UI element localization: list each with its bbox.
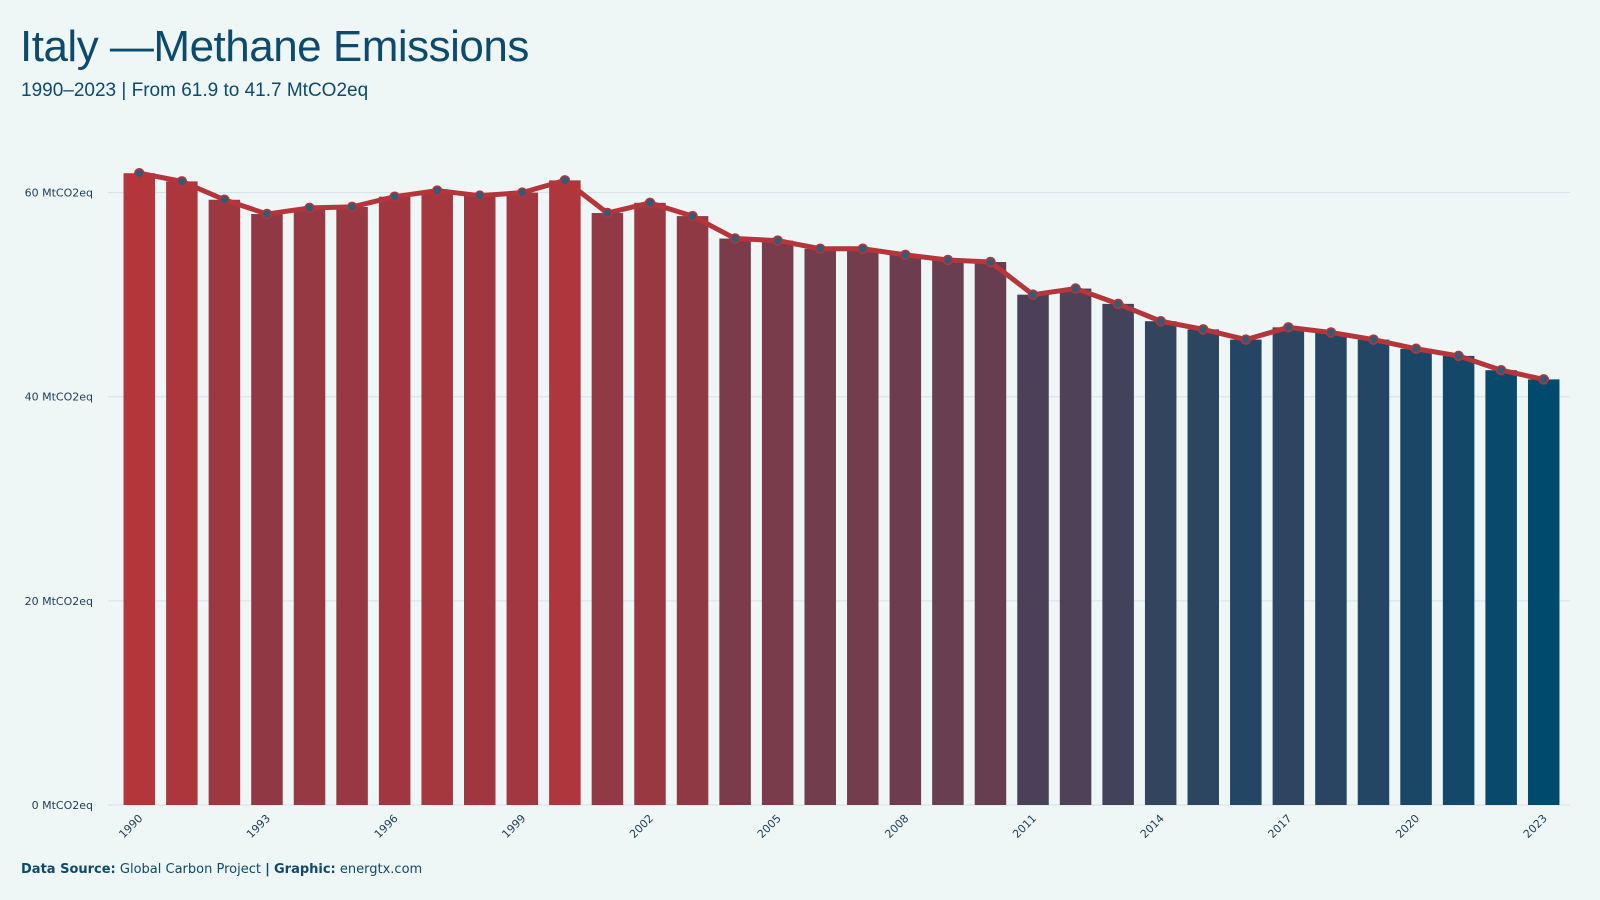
x-tick-label: 2020 [1393, 812, 1422, 841]
y-axis-labels: 0 MtCO2eq 20 MtCO2eq 40 MtCO2eq 60 MtCO2eq [25, 187, 93, 812]
graphic-value: energtx.com [339, 862, 423, 877]
line-marker [474, 190, 485, 201]
line-marker [1070, 283, 1081, 294]
graphic-label: Graphic: [273, 862, 336, 877]
footer-separator: | [265, 862, 270, 877]
x-axis-labels: 1990 1993 1996 1999 2002 2005 2008 2011 2014 2017… [116, 812, 1549, 841]
line-marker [517, 187, 528, 198]
bar [1017, 294, 1049, 805]
line-marker [1453, 350, 1464, 362]
line-marker [814, 243, 826, 255]
line-marker [1155, 315, 1166, 327]
bar [1527, 379, 1560, 805]
line-marker [1410, 343, 1422, 355]
bar [1357, 339, 1390, 805]
line-marker [857, 243, 869, 255]
line-marker [219, 194, 230, 206]
line-marker [1240, 334, 1252, 345]
line-marker [1368, 334, 1379, 345]
bar [549, 180, 581, 805]
bar [464, 195, 496, 805]
source-label: Data Source: [21, 862, 116, 877]
line-marker [942, 254, 954, 266]
bar [1485, 370, 1517, 805]
line-marker [900, 249, 911, 261]
chart-title: Italy —Methane Emissions [20, 22, 529, 71]
x-tick-label: 2005 [755, 812, 784, 841]
bar [634, 202, 666, 806]
x-tick-label: 2017 [1265, 812, 1294, 841]
line-marker [176, 176, 188, 187]
bar [847, 248, 879, 805]
footer-credits: Data Source: Global Carbon Project | Gra… [21, 862, 422, 877]
y-tick-label: 60 MtCO2eq [25, 187, 93, 200]
bar [932, 259, 964, 805]
bar [974, 262, 1007, 805]
bar [336, 206, 368, 805]
line-marker [644, 197, 656, 209]
chart-subtitle: 1990–2023 | From 61.9 to 41.7 MtCO2eq [21, 80, 369, 101]
bar [676, 216, 709, 806]
line-marker [1283, 322, 1294, 333]
x-tick-label: 1993 [244, 812, 273, 841]
bar [421, 190, 453, 806]
line-marker [431, 185, 443, 196]
line-marker [729, 233, 741, 244]
x-tick-label: 2008 [882, 812, 911, 841]
bar [378, 196, 411, 805]
line-marker [134, 167, 145, 179]
line-marker [772, 235, 783, 246]
line-marker [1325, 327, 1337, 338]
x-tick-label: 2023 [1521, 812, 1550, 841]
x-tick-label: 2002 [627, 812, 656, 841]
bar [1187, 329, 1219, 805]
line-marker [602, 207, 613, 219]
bar [1272, 327, 1305, 805]
y-tick-label: 0 MtCO2eq [32, 799, 93, 812]
line-marker [687, 210, 698, 222]
bar [293, 207, 326, 805]
bars [123, 173, 1560, 806]
bar [1059, 288, 1092, 805]
line-marker [346, 201, 358, 213]
trend-line [138, 170, 1545, 382]
source-value: Global Carbon Project [119, 862, 261, 877]
trend-line-group [134, 167, 1549, 385]
bar [506, 192, 539, 806]
x-tick-label: 2011 [1010, 812, 1039, 841]
x-tick-label: 1999 [499, 812, 528, 841]
bar [1102, 303, 1134, 805]
y-tick-label: 40 MtCO2eq [25, 391, 93, 404]
line-marker [304, 202, 315, 214]
line-marker [1027, 289, 1039, 300]
bar [889, 254, 922, 805]
line-marker [985, 256, 996, 268]
y-tick-label: 20 MtCO2eq [25, 595, 93, 608]
bar [1144, 321, 1177, 805]
line-marker [389, 191, 400, 202]
bar [1315, 332, 1347, 805]
bar [1400, 348, 1432, 805]
bar [719, 238, 751, 806]
x-tick-label: 2014 [1138, 812, 1167, 841]
bar [251, 214, 283, 806]
bar [591, 213, 624, 806]
bar [804, 248, 836, 805]
bar [208, 199, 241, 805]
line-marker [1112, 298, 1124, 310]
bar [1442, 355, 1475, 805]
grid-lines [108, 192, 1570, 806]
line-marker [1495, 364, 1507, 376]
bar [1230, 339, 1262, 805]
bar [123, 173, 156, 805]
x-tick-label: 1990 [116, 812, 145, 841]
bar [166, 181, 198, 805]
x-tick-label: 1996 [372, 812, 401, 841]
line-marker [261, 208, 273, 220]
line-marker [559, 175, 571, 186]
line-marker [1198, 324, 1209, 335]
line-marker [1538, 374, 1549, 385]
bar [761, 240, 794, 806]
